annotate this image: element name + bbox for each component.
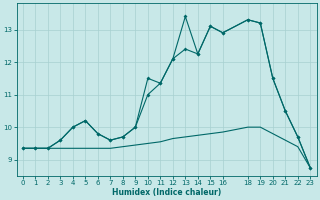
X-axis label: Humidex (Indice chaleur): Humidex (Indice chaleur) bbox=[112, 188, 221, 197]
